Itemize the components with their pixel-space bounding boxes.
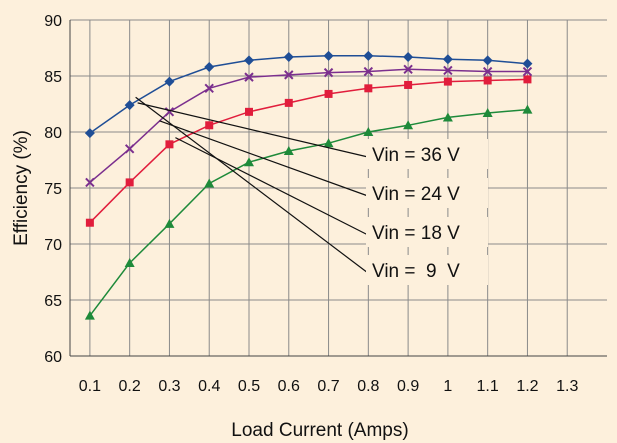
x-tick-label: 1.3 <box>556 378 578 395</box>
y-tick-label: 85 <box>44 69 62 86</box>
data-point <box>124 100 135 111</box>
data-point <box>442 112 453 122</box>
data-point <box>403 51 414 62</box>
callout-label: Vin = 9 V <box>372 261 460 282</box>
data-point <box>284 70 294 80</box>
callout-2: Vin = 18 V <box>175 137 488 247</box>
data-point <box>244 55 254 66</box>
data-point <box>124 258 135 268</box>
y-tick-label: 80 <box>44 125 62 142</box>
series-2 <box>85 75 532 227</box>
x-tick-label: 0.8 <box>357 378 379 395</box>
y-axis-ticks: 60 65 70 75 80 85 90 <box>44 13 62 366</box>
data-point <box>442 54 453 65</box>
x-axis-title: Load Current (Amps) <box>231 420 408 441</box>
callout-leader <box>175 137 369 236</box>
data-point <box>84 128 95 139</box>
x-tick-label: 0.2 <box>119 378 141 395</box>
data-point <box>403 120 414 130</box>
data-point <box>482 66 493 77</box>
data-point <box>84 310 95 320</box>
data-point <box>85 177 95 188</box>
series-line <box>89 108 528 317</box>
y-tick-label: 60 <box>44 349 62 366</box>
data-point <box>522 58 533 69</box>
data-point <box>323 67 334 78</box>
x-tick-label: 0.4 <box>198 378 220 395</box>
data-point <box>323 50 334 61</box>
data-point <box>85 218 94 227</box>
data-point <box>363 127 374 136</box>
x-tick-label: 0.6 <box>278 378 300 395</box>
y-tick-label: 90 <box>44 13 62 30</box>
data-point <box>165 140 174 149</box>
data-point <box>404 80 413 89</box>
y-axis-title: Efficiency (%) <box>11 130 32 246</box>
x-tick-label: 0.1 <box>79 378 101 395</box>
data-point <box>522 66 533 77</box>
y-tick-label: 65 <box>44 293 62 310</box>
x-tick-label: 1.1 <box>477 378 499 395</box>
data-point <box>483 76 492 85</box>
x-tick-label: 0.7 <box>317 378 339 395</box>
callout-box <box>366 255 488 285</box>
data-point <box>482 55 493 66</box>
data-point <box>164 76 175 87</box>
series-0 <box>84 50 533 139</box>
data-point <box>284 98 293 107</box>
series-3 <box>84 104 533 320</box>
callout-label: Vin = 24 V <box>372 184 460 205</box>
callout-label: Vin = 36 V <box>372 145 460 166</box>
series-line <box>89 78 528 224</box>
data-point <box>125 178 134 187</box>
data-point <box>204 178 215 188</box>
x-axis-ticks: 0.1 0.2 0.3 0.4 0.5 0.6 0.7 0.8 0.9 1 1.1 1.2 1.3 <box>79 378 579 395</box>
data-point <box>283 51 294 62</box>
data-point <box>443 77 452 86</box>
data-point <box>364 84 373 93</box>
series-line <box>89 55 528 134</box>
data-point <box>443 65 453 76</box>
callout-leader <box>137 102 369 158</box>
data-point <box>403 64 413 74</box>
data-point <box>204 83 214 94</box>
callout-0: Vin = 36 V <box>137 102 488 169</box>
data-point <box>244 72 254 82</box>
data-point <box>244 157 254 167</box>
callout-3: Vin = 9 V <box>135 96 488 285</box>
callout-1: Vin = 24 V <box>159 120 488 208</box>
callout-group: Vin = 36 V Vin = 24 V Vin = 18 V Vin = 9 V <box>135 96 488 285</box>
x-tick-label: 0.3 <box>158 378 180 395</box>
x-tick-label: 0.5 <box>238 378 260 395</box>
y-tick-label: 75 <box>44 181 62 198</box>
data-point <box>124 144 135 154</box>
callout-box <box>366 217 488 247</box>
data-point <box>245 107 253 116</box>
callout-box <box>366 178 488 208</box>
callout-label: Vin = 18 V <box>372 223 460 244</box>
data-point <box>523 75 532 84</box>
data-point <box>164 218 175 228</box>
x-tick-label: 1 <box>443 378 452 395</box>
data-point <box>324 89 333 98</box>
series-group <box>84 50 533 320</box>
data-point <box>363 66 374 77</box>
data-point <box>522 104 533 114</box>
data-point <box>205 121 214 130</box>
data-point <box>204 62 215 73</box>
data-point <box>283 146 294 156</box>
y-tick-label: 70 <box>44 237 62 254</box>
callout-leader <box>135 96 369 274</box>
callout-leader <box>159 120 369 197</box>
data-point <box>323 138 334 148</box>
callout-box <box>366 139 488 169</box>
x-tick-label: 1.2 <box>516 378 538 395</box>
data-point <box>363 50 374 61</box>
data-point <box>482 107 493 117</box>
x-tick-label: 0.9 <box>397 378 419 395</box>
